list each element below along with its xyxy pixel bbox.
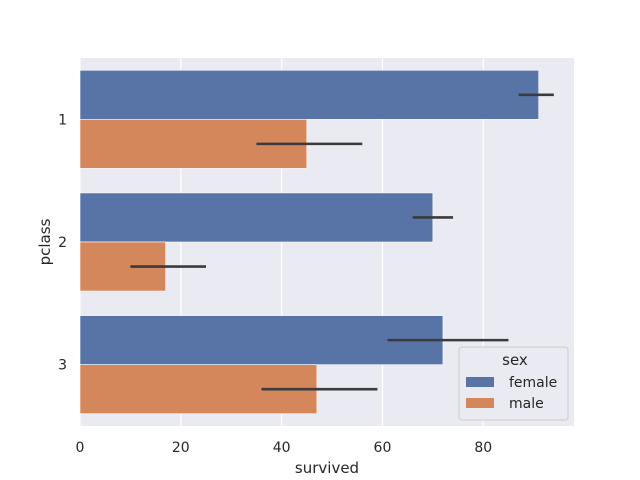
x-tick-label-2: 40	[273, 440, 291, 456]
legend-label-male: male	[509, 396, 544, 412]
bar-female-pclass-1	[79, 69, 540, 120]
bar-female-pclass-2	[79, 192, 434, 243]
legend-swatch-female	[466, 377, 494, 387]
x-axis-label: survived	[295, 459, 359, 477]
y-tick-label-1: 1	[58, 112, 67, 128]
y-tick-label-2: 2	[58, 235, 67, 251]
legend-label-female: female	[509, 375, 557, 391]
x-tick-labels: 0 20 40 60 80	[76, 440, 493, 456]
bars	[79, 69, 540, 415]
bar-female-pclass-3	[79, 315, 444, 365]
legend-title: sex	[502, 351, 528, 369]
x-tick-label-3: 60	[374, 440, 392, 456]
legend: sex female male	[458, 346, 569, 421]
x-tick-label-4: 80	[474, 440, 492, 456]
x-tick-label-1: 20	[172, 440, 190, 456]
y-tick-label-3: 3	[58, 358, 67, 374]
legend-swatch-male	[466, 398, 494, 408]
error-bars	[130, 93, 554, 391]
x-tick-label-0: 0	[76, 440, 85, 456]
y-axis-label: pclass	[36, 218, 54, 265]
y-tick-labels: 1 2 3	[58, 112, 67, 373]
